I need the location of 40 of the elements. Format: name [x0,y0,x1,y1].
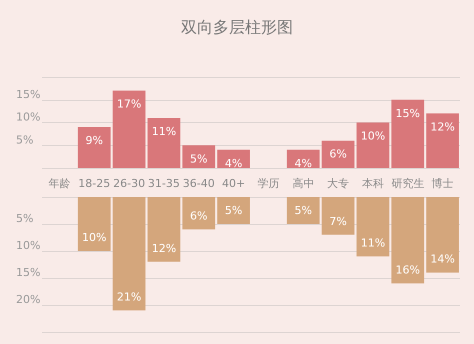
data-label: 5% [294,204,312,217]
y-tick-label: 15% [16,266,40,279]
data-label: 5% [224,204,242,217]
data-label: 4% [294,156,312,170]
y-tick-label: 15% [16,88,40,101]
x-tick-label: 31-35 [148,177,180,190]
x-tick-label: 本科 [362,177,384,190]
data-label: 5% [190,152,208,166]
data-label: 16% [396,263,420,276]
data-label: 15% [396,106,420,120]
data-label: 7% [329,214,347,228]
y-tick-label: 10% [16,110,40,124]
data-label: 11% [360,236,386,250]
data-label: 12% [430,120,455,134]
x-tick-label: 40+ [222,177,246,190]
y-tick-label: 20% [16,293,40,306]
data-label: 10% [82,231,106,244]
data-label: 9% [86,134,103,148]
data-label: 21% [116,290,142,304]
y-tick-label: 5% [16,133,34,146]
x-tick-label: 26-30 [113,177,146,190]
y-tick-label: 5% [16,212,34,225]
data-label: 12% [152,242,176,255]
data-label: 4% [224,156,242,170]
data-label: 6% [329,148,347,161]
x-tick-label: 博士 [432,177,454,190]
x-tick-label: 36-40 [182,177,215,190]
data-label: 6% [190,209,208,222]
data-label: 14% [430,252,455,266]
x-tick-label: 高中 [292,177,314,190]
y-tick-label: 10% [16,239,40,252]
chart-title: 双向多层柱形图 [181,18,293,36]
x-tick-label: 学历 [257,177,280,190]
x-tick-label: 年龄 [48,177,70,190]
x-tick-label: 研究生 [391,177,424,190]
data-label: 10% [360,130,386,142]
data-label: 17% [116,98,142,111]
data-label: 11% [152,124,176,138]
x-tick-label: 大专 [327,177,350,190]
x-tick-label: 18-25 [78,177,110,190]
